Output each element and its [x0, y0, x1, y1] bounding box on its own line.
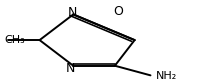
Text: N: N [66, 62, 75, 75]
Text: NH₂: NH₂ [155, 71, 177, 81]
Text: N: N [68, 6, 77, 19]
Text: CH₃: CH₃ [4, 35, 25, 45]
Text: O: O [113, 5, 123, 18]
